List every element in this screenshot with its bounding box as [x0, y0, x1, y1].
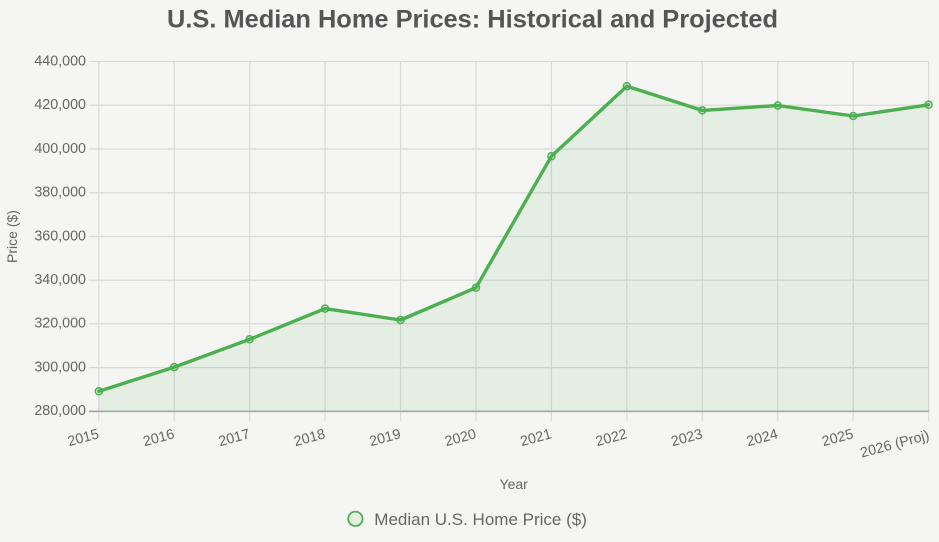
svg-text:2015: 2015 — [66, 426, 101, 450]
svg-text:360,000: 360,000 — [34, 228, 86, 244]
svg-text:320,000: 320,000 — [34, 316, 86, 332]
svg-text:400,000: 400,000 — [34, 141, 86, 157]
svg-text:U.S. Median Home Prices: Histo: U.S. Median Home Prices: Historical and … — [167, 6, 778, 34]
svg-text:2023: 2023 — [669, 426, 704, 450]
svg-text:2021: 2021 — [519, 426, 554, 450]
svg-text:380,000: 380,000 — [34, 185, 86, 201]
svg-text:2016: 2016 — [141, 426, 176, 450]
svg-text:Price ($): Price ($) — [4, 210, 20, 263]
svg-text:2018: 2018 — [292, 426, 327, 450]
svg-text:2022: 2022 — [594, 426, 629, 450]
svg-text:Year: Year — [500, 476, 529, 492]
svg-text:2024: 2024 — [745, 426, 780, 450]
svg-text:2020: 2020 — [443, 426, 478, 450]
svg-text:420,000: 420,000 — [34, 97, 86, 113]
svg-text:2017: 2017 — [217, 426, 252, 450]
svg-text:300,000: 300,000 — [34, 359, 86, 375]
svg-text:2019: 2019 — [368, 426, 403, 450]
svg-text:440,000: 440,000 — [34, 53, 86, 69]
svg-text:280,000: 280,000 — [34, 403, 86, 419]
svg-text:Median U.S. Home Price ($): Median U.S. Home Price ($) — [374, 510, 587, 529]
svg-text:2025: 2025 — [820, 426, 855, 450]
svg-text:340,000: 340,000 — [34, 272, 86, 288]
